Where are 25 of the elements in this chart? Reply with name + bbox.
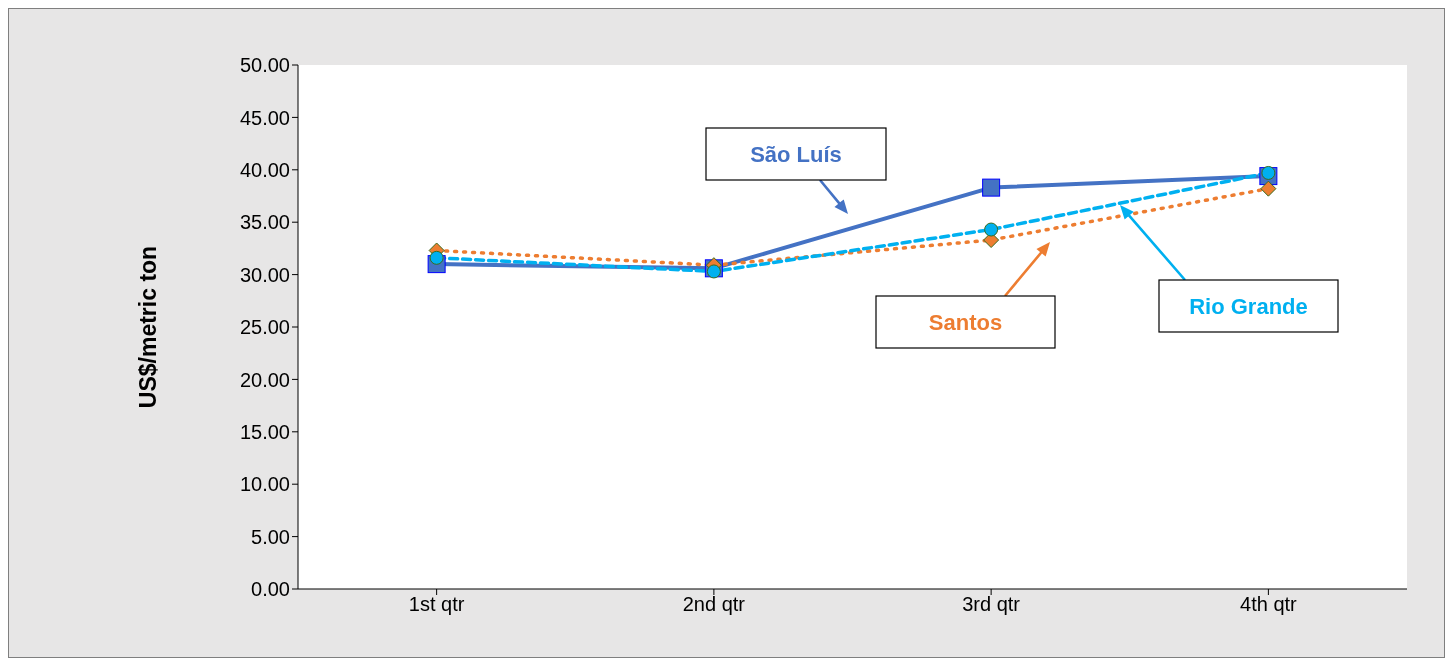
y-tick-label: 5.00 — [251, 525, 290, 548]
text: Santos — [928, 310, 1003, 335]
y-axis-title: US$/metric ton — [135, 245, 162, 409]
y-tick-label: 30.00 — [239, 263, 290, 286]
y-tick-label: 50.00 — [239, 54, 290, 77]
point — [706, 264, 721, 279]
y-tick-label: 35.00 — [239, 211, 290, 234]
x-tick-label: 1st qtr — [408, 593, 465, 616]
text: Rio Grande — [1189, 294, 1308, 319]
point — [429, 250, 444, 265]
y-tick-label: 40.00 — [239, 158, 290, 181]
x-tick-label: 3rd qtr — [962, 593, 1021, 616]
point — [1260, 180, 1277, 197]
point — [982, 178, 1001, 197]
x-tick-label: 2nd qtr — [682, 593, 746, 616]
y-tick-label: 15.00 — [239, 420, 290, 443]
text: São Luís — [750, 142, 842, 167]
y-tick-label: 45.00 — [239, 106, 290, 129]
x-tick-label: 4th qtr — [1240, 593, 1298, 616]
point — [1261, 165, 1276, 180]
y-tick-label: 10.00 — [239, 473, 290, 496]
y-tick-label: 20.00 — [239, 368, 290, 391]
y-tick-label: 25.00 — [239, 316, 290, 339]
point — [984, 222, 999, 237]
y-tick-label: 0.00 — [251, 578, 290, 601]
